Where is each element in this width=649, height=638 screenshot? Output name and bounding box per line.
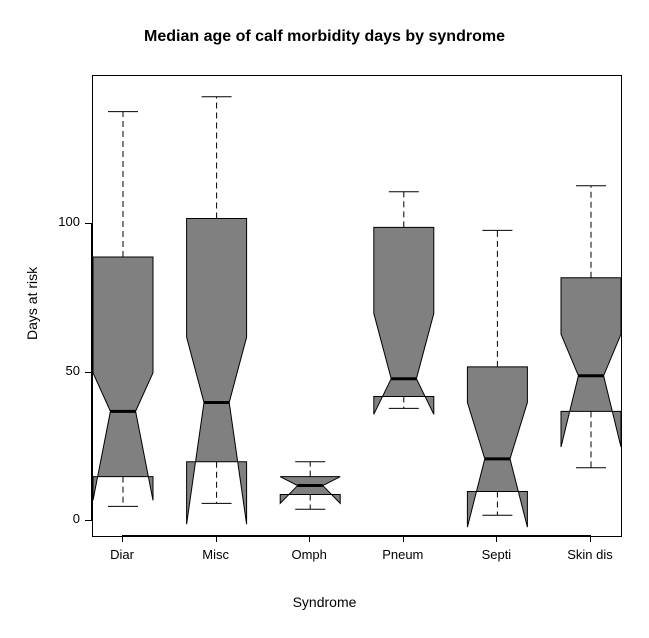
x-axis-label: Syndrome xyxy=(0,594,649,610)
boxplot-svg xyxy=(93,76,621,536)
x-tick-label: Misc xyxy=(171,547,261,562)
x-tick-label: Diar xyxy=(77,547,167,562)
y-axis-line xyxy=(91,223,92,520)
y-tick-label: 50 xyxy=(42,363,80,378)
x-tick xyxy=(216,535,217,542)
plot-area xyxy=(92,75,622,537)
x-tick xyxy=(122,535,123,542)
x-tick xyxy=(590,535,591,542)
y-axis-label: Days at risk xyxy=(24,267,40,340)
chart-title: Median age of calf morbidity days by syn… xyxy=(0,28,649,46)
x-tick xyxy=(309,535,310,542)
x-tick-label: Skin dis xyxy=(545,547,635,562)
x-tick-label: Pneum xyxy=(358,547,448,562)
y-tick-label: 0 xyxy=(42,511,80,526)
x-tick xyxy=(496,535,497,542)
x-tick xyxy=(403,535,404,542)
y-tick xyxy=(85,520,92,521)
x-axis-line xyxy=(122,535,590,536)
x-tick-label: Septi xyxy=(451,547,541,562)
x-tick-label: Omph xyxy=(264,547,354,562)
y-tick-label: 100 xyxy=(42,214,80,229)
